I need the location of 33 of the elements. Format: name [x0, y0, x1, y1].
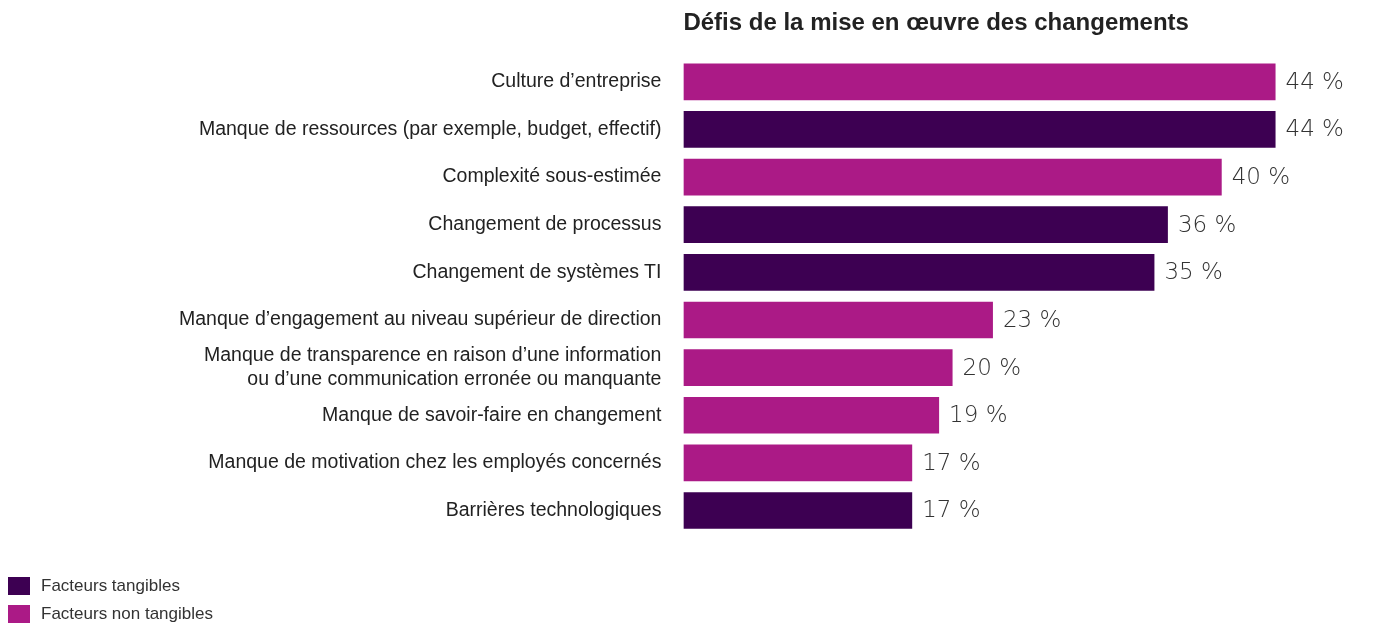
- bar: [683, 158, 1222, 196]
- bar: [683, 63, 1276, 101]
- y-tick-label: Manque de ressources (par exemple, budget, effectif): [198, 116, 662, 139]
- y-tick-label: Barrières technologiques: [445, 497, 662, 520]
- bar: [683, 396, 940, 434]
- y-tick-label: Manque d’engagement au niveau supérieur de direction: [178, 307, 662, 330]
- bar: [683, 444, 913, 482]
- data-label: 17 %: [922, 448, 981, 475]
- data-label: 17 %: [922, 496, 981, 523]
- chart-title: Défis de la mise en œuvre des changements: [683, 8, 1189, 35]
- data-label: 44 %: [1285, 67, 1344, 94]
- data-label: 44 %: [1285, 115, 1344, 142]
- data-label: 23 %: [1002, 305, 1062, 332]
- y-tick-label: Culture d’entreprise: [491, 69, 662, 92]
- bar: [683, 301, 993, 339]
- legend-label: Facteurs tangibles: [41, 576, 180, 596]
- data-label: 40 %: [1231, 163, 1291, 190]
- data-label: 19 %: [949, 401, 1008, 428]
- y-tick-label: Manque de transparence en raison d’une information ou d’une communication erronée ou manquante: [203, 343, 662, 389]
- data-label: 35 %: [1164, 258, 1223, 285]
- bar: [683, 349, 953, 386]
- y-tick-label: Changement de systèmes TI: [412, 259, 662, 282]
- bar: [683, 111, 1276, 148]
- bar: [683, 492, 913, 529]
- y-tick-label: Changement de processus: [428, 212, 662, 235]
- legend-label: Facteurs non tangibles: [41, 604, 213, 624]
- y-tick-label: Manque de motivation chez les employés concernés: [208, 450, 662, 473]
- y-tick-label: Manque de savoir-faire en changement: [322, 402, 662, 425]
- data-label: 20 %: [962, 353, 1021, 380]
- y-tick-label: Complexité sous-estimée: [442, 164, 662, 187]
- data-label: 36 %: [1177, 210, 1237, 237]
- bar: [683, 254, 1155, 291]
- bar: [683, 206, 1168, 244]
